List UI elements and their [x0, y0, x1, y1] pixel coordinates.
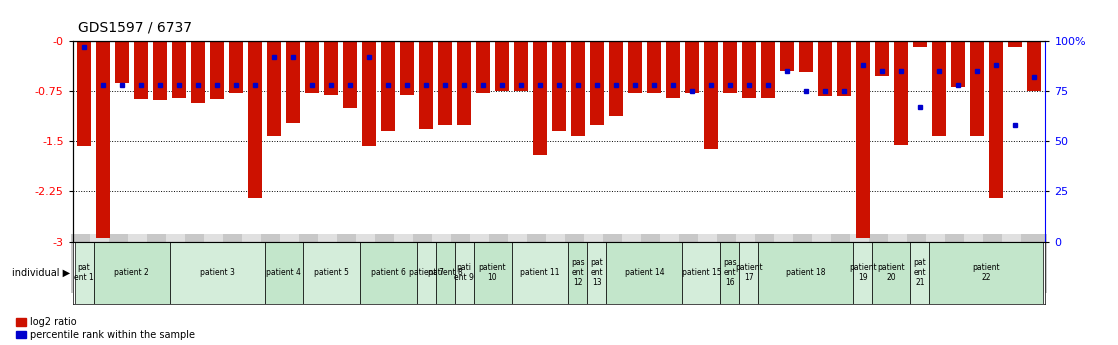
Text: patient 7: patient 7: [408, 268, 444, 277]
Text: patient 8: patient 8: [428, 268, 463, 277]
Text: patient 11: patient 11: [520, 268, 560, 277]
Bar: [837, 41, 851, 96]
Bar: [571, 41, 585, 136]
Bar: [343, 41, 357, 108]
Bar: [568, 241, 587, 304]
Text: pat
ent
13: pat ent 13: [590, 258, 604, 287]
Bar: [77, 41, 92, 146]
Text: patient 14: patient 14: [625, 268, 664, 277]
Bar: [799, 41, 813, 72]
Bar: [969, 41, 984, 136]
Bar: [929, 241, 1043, 304]
Bar: [704, 41, 718, 149]
Bar: [950, 41, 965, 87]
Bar: [96, 41, 111, 238]
Text: pas
ent
16: pas ent 16: [723, 258, 737, 287]
Bar: [210, 41, 225, 99]
Bar: [303, 241, 360, 304]
Bar: [362, 41, 376, 146]
Text: patient 6: patient 6: [370, 268, 406, 277]
Bar: [419, 41, 433, 129]
Bar: [474, 241, 512, 304]
Bar: [931, 41, 946, 136]
Bar: [360, 241, 417, 304]
Bar: [495, 41, 509, 91]
Bar: [761, 41, 775, 98]
Bar: [400, 41, 414, 95]
Text: patient 2: patient 2: [114, 268, 149, 277]
Text: patient 18: patient 18: [786, 268, 826, 277]
Bar: [229, 41, 244, 93]
Bar: [75, 241, 94, 304]
Bar: [912, 41, 927, 47]
Bar: [720, 241, 739, 304]
Bar: [1007, 41, 1022, 47]
Bar: [533, 41, 547, 155]
Bar: [153, 41, 168, 100]
Bar: [818, 41, 832, 96]
Text: patient 5: patient 5: [313, 268, 349, 277]
Bar: [606, 241, 682, 304]
Text: pas
ent
12: pas ent 12: [571, 258, 585, 287]
Bar: [267, 41, 281, 136]
Bar: [685, 41, 699, 93]
Text: pat
ent 1: pat ent 1: [74, 263, 94, 282]
Text: pat
ent
21: pat ent 21: [913, 258, 927, 287]
Bar: [457, 41, 471, 125]
Bar: [170, 241, 265, 304]
Bar: [455, 241, 474, 304]
Bar: [856, 41, 870, 238]
Bar: [436, 241, 455, 304]
Bar: [552, 41, 566, 131]
Bar: [742, 41, 756, 98]
Bar: [305, 41, 319, 93]
Bar: [512, 241, 568, 304]
Bar: [134, 41, 149, 99]
Bar: [172, 41, 187, 98]
Text: individual ▶: individual ▶: [12, 268, 70, 277]
Bar: [1026, 41, 1041, 91]
Text: patient
17: patient 17: [736, 263, 762, 282]
Bar: [438, 41, 452, 125]
Text: GDS1597 / 6737: GDS1597 / 6737: [78, 20, 192, 34]
Bar: [590, 41, 604, 125]
Bar: [893, 41, 908, 145]
Bar: [682, 241, 720, 304]
Bar: [609, 41, 623, 116]
Bar: [286, 41, 300, 123]
Bar: [115, 41, 130, 83]
Bar: [872, 241, 910, 304]
Bar: [248, 41, 262, 198]
Text: patient 4: patient 4: [266, 268, 301, 277]
Bar: [780, 41, 794, 71]
Text: patient
20: patient 20: [878, 263, 906, 282]
Bar: [94, 241, 170, 304]
Bar: [381, 41, 395, 131]
Bar: [476, 41, 490, 93]
Text: patient 15: patient 15: [682, 268, 721, 277]
Text: patient
10: patient 10: [479, 263, 506, 282]
Bar: [417, 241, 436, 304]
Text: pati
ent 9: pati ent 9: [454, 263, 474, 282]
Text: patient
19: patient 19: [850, 263, 877, 282]
Bar: [324, 41, 338, 95]
Bar: [853, 241, 872, 304]
Bar: [739, 241, 758, 304]
Legend: log2 ratio, percentile rank within the sample: log2 ratio, percentile rank within the s…: [16, 317, 195, 340]
Bar: [758, 241, 853, 304]
Bar: [514, 41, 528, 91]
Bar: [191, 41, 206, 103]
Bar: [723, 41, 737, 93]
Bar: [666, 41, 680, 98]
Text: patient
22: patient 22: [973, 263, 1001, 282]
Bar: [910, 241, 929, 304]
Bar: [587, 241, 606, 304]
Bar: [265, 241, 303, 304]
Bar: [647, 41, 661, 93]
Text: patient 3: patient 3: [200, 268, 235, 277]
Bar: [874, 41, 889, 76]
Bar: [628, 41, 642, 93]
Bar: [988, 41, 1003, 198]
